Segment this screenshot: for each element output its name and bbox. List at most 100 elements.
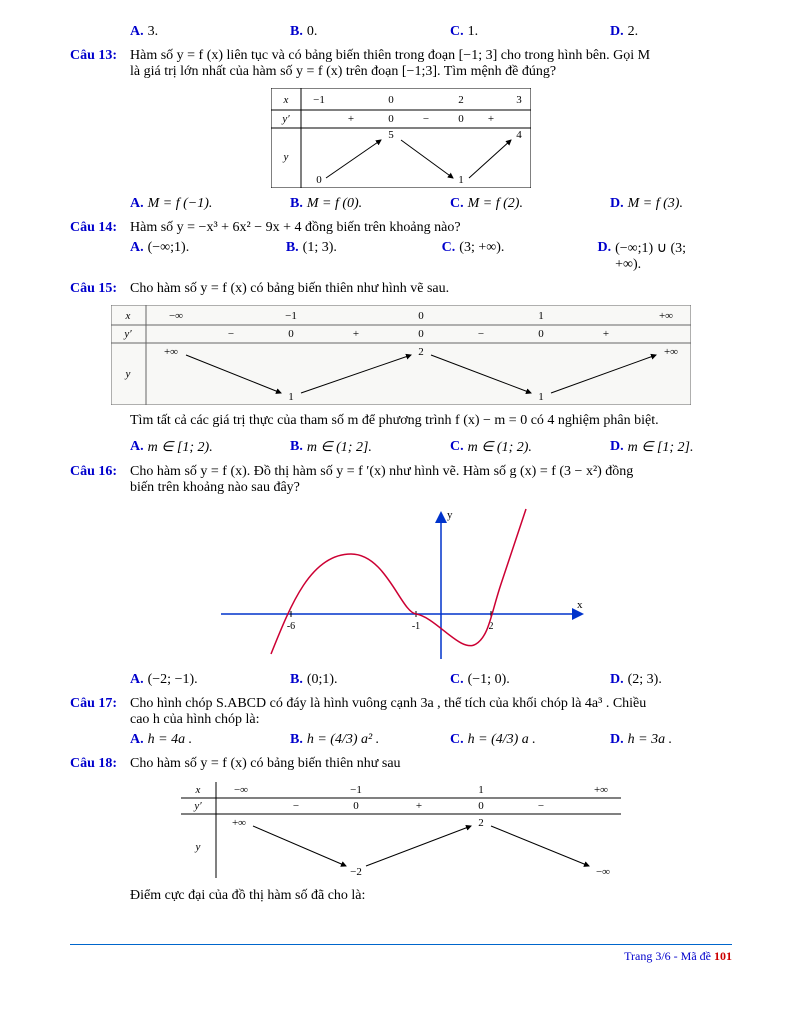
- svg-text:x: x: [283, 94, 289, 106]
- opt-key: D.: [610, 732, 624, 748]
- svg-text:+∞: +∞: [659, 310, 673, 322]
- opt-key: C.: [450, 24, 464, 40]
- q16-graph: x y -6 -1 2: [70, 504, 732, 664]
- question-text: Cho hàm số y = f (x). Đồ thị hàm số y = …: [130, 464, 732, 480]
- opt-text: 0.: [307, 24, 318, 40]
- question-text: Cho hàm số y = f (x) có bảng biến thiên …: [130, 756, 732, 772]
- question-18: Câu 18: Cho hàm số y = f (x) có bảng biế…: [70, 756, 732, 772]
- question-text: là giá trị lớn nhất của hàm số y = f (x)…: [130, 64, 732, 80]
- opt-text: 1.: [468, 24, 479, 40]
- q13-options: A.M = f (−1). B.M = f (0). C.M = f (2). …: [130, 196, 732, 212]
- svg-text:0: 0: [388, 113, 394, 125]
- svg-text:5: 5: [388, 129, 394, 141]
- svg-text:−∞: −∞: [169, 310, 183, 322]
- opt-text: h = 3a .: [628, 732, 672, 748]
- svg-text:3: 3: [516, 94, 522, 106]
- opt-text: 3.: [148, 24, 159, 40]
- question-label: Câu 15:: [70, 281, 130, 297]
- opt-key: A.: [130, 24, 144, 40]
- opt-text: (0;1).: [307, 672, 338, 688]
- opt-key: D.: [597, 240, 611, 273]
- svg-text:+: +: [603, 328, 609, 340]
- svg-text:−: −: [538, 800, 544, 812]
- opt-text: m ∈ [1; 2].: [628, 439, 694, 456]
- svg-text:−: −: [293, 800, 299, 812]
- svg-text:0: 0: [478, 800, 484, 812]
- question-15: Câu 15: Cho hàm số y = f (x) có bảng biế…: [70, 281, 732, 297]
- opt-text: (3; +∞).: [459, 240, 504, 273]
- opt-key: C.: [442, 240, 456, 273]
- opt-text: M = f (3).: [628, 196, 683, 212]
- svg-text:0: 0: [538, 328, 544, 340]
- svg-text:−2: −2: [350, 866, 362, 878]
- svg-text:y: y: [125, 368, 131, 380]
- footer-code: 101: [714, 949, 732, 963]
- opt-key: D.: [610, 672, 624, 688]
- opt-key: D.: [610, 196, 624, 212]
- q12-options: A.3. B.0. C.1. D.2.: [130, 24, 732, 40]
- q15-text2: Tìm tất cả các giá trị thực của tham số …: [130, 413, 732, 429]
- footer-page: Trang 3/6 - Mã đề: [624, 949, 714, 963]
- svg-text:0: 0: [353, 800, 359, 812]
- svg-text:−: −: [478, 328, 484, 340]
- svg-text:−1: −1: [313, 94, 325, 106]
- q13-variation-table: x −1 0 2 3 y′ + 0 − 0 + y 0 5 1 4: [70, 88, 732, 188]
- opt-text: (−1; 0).: [468, 672, 510, 688]
- opt-text: h = 4a .: [148, 732, 192, 748]
- opt-text: m ∈ [1; 2).: [148, 439, 213, 456]
- opt-text: (−∞;1) ∪ (3; +∞).: [615, 240, 712, 273]
- opt-key: A.: [130, 240, 144, 273]
- svg-text:−1: −1: [350, 784, 362, 796]
- svg-text:-6: -6: [287, 621, 295, 632]
- q15-options: A.m ∈ [1; 2). B.m ∈ (1; 2]. C.m ∈ (1; 2)…: [130, 439, 732, 456]
- opt-key: D.: [610, 439, 624, 456]
- opt-key: B.: [286, 240, 299, 273]
- svg-text:0: 0: [458, 113, 464, 125]
- opt-key: A.: [130, 439, 144, 456]
- svg-text:y: y: [195, 841, 201, 853]
- question-text: Hàm số y = −x³ + 6x² − 9x + 4 đồng biến …: [130, 220, 732, 236]
- opt-text: 2.: [628, 24, 639, 40]
- svg-text:x: x: [125, 310, 131, 322]
- svg-text:-1: -1: [412, 621, 420, 632]
- question-text: cao h của hình chóp là:: [130, 712, 732, 728]
- svg-text:y′: y′: [123, 328, 132, 340]
- svg-text:+: +: [416, 800, 422, 812]
- svg-text:+: +: [488, 113, 494, 125]
- svg-text:−1: −1: [285, 310, 297, 322]
- opt-key: C.: [450, 439, 464, 456]
- opt-text: (1; 3).: [303, 240, 337, 273]
- question-16: Câu 16: Cho hàm số y = f (x). Đồ thị hàm…: [70, 464, 732, 496]
- question-label: Câu 17:: [70, 696, 130, 728]
- svg-text:+∞: +∞: [594, 784, 608, 796]
- svg-text:0: 0: [418, 310, 424, 322]
- question-text: biến trên khoảng nào sau đây?: [130, 480, 732, 496]
- question-text: Cho hình chóp S.ABCD có đáy là hình vuôn…: [130, 696, 732, 712]
- opt-key: B.: [290, 196, 303, 212]
- page-footer: Trang 3/6 - Mã đề 101: [70, 944, 732, 964]
- q18-text2: Điểm cực đại của đồ thị hàm số đã cho là…: [130, 888, 732, 904]
- q15-variation-table: x −∞ −1 0 1 +∞ y′ − 0 + 0 − 0 + y +∞ 1 2…: [70, 305, 732, 405]
- opt-text: (−2; −1).: [148, 672, 198, 688]
- opt-text: m ∈ (1; 2].: [307, 439, 372, 456]
- svg-text:+∞: +∞: [164, 346, 178, 358]
- question-14: Câu 14: Hàm số y = −x³ + 6x² − 9x + 4 đồ…: [70, 220, 732, 236]
- svg-text:y: y: [447, 509, 453, 521]
- svg-text:0: 0: [418, 328, 424, 340]
- opt-text: (−∞;1).: [148, 240, 190, 273]
- opt-text: m ∈ (1; 2).: [468, 439, 532, 456]
- svg-text:0: 0: [316, 174, 322, 186]
- svg-text:4: 4: [516, 129, 522, 141]
- svg-text:1: 1: [458, 174, 464, 186]
- svg-text:+∞: +∞: [232, 817, 246, 829]
- opt-key: C.: [450, 672, 464, 688]
- opt-key: B.: [290, 439, 303, 456]
- q17-options: A.h = 4a . B.h = (4/3) a² . C.h = (4/3) …: [130, 732, 732, 748]
- svg-text:1: 1: [538, 391, 544, 403]
- svg-text:−∞: −∞: [596, 866, 610, 878]
- opt-text: M = f (0).: [307, 196, 362, 212]
- svg-text:2: 2: [418, 346, 424, 358]
- question-text: Cho hàm số y = f (x) có bảng biến thiên …: [130, 281, 732, 297]
- opt-key: A.: [130, 732, 144, 748]
- svg-text:y′: y′: [193, 800, 202, 812]
